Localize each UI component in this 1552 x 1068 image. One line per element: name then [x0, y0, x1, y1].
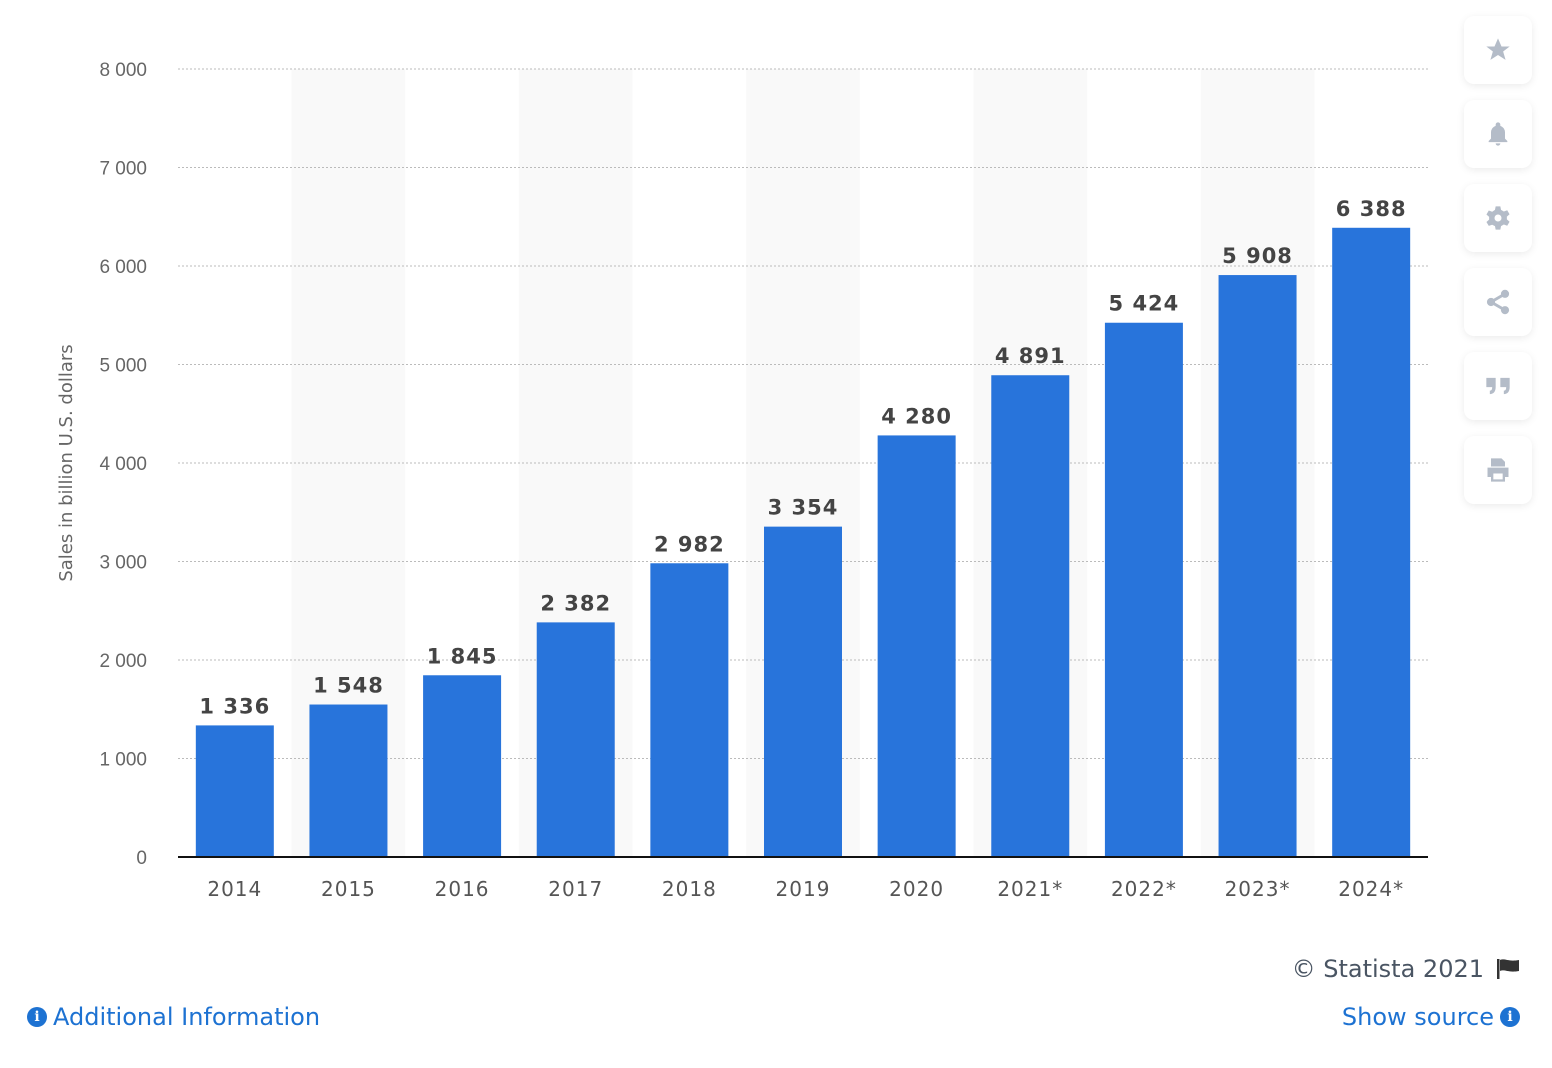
x-tick-label: 2017 — [548, 877, 603, 901]
data-label: 4 280 — [881, 404, 952, 428]
x-tick-label: 2015 — [321, 877, 376, 901]
bar — [650, 563, 729, 857]
y-tick-label: 6 000 — [99, 257, 147, 278]
bar — [1332, 227, 1411, 858]
bar — [309, 704, 388, 857]
bar — [1104, 322, 1183, 858]
bell-icon — [1488, 122, 1508, 146]
y-tick-label: 3 000 — [99, 553, 147, 574]
copyright-text: © Statista 2021 — [1291, 955, 1484, 983]
data-label: 3 354 — [768, 496, 839, 520]
data-label: 1 845 — [427, 644, 498, 668]
y-tick-label: 2 000 — [99, 651, 147, 672]
favorite-button[interactable] — [1464, 16, 1532, 84]
print-button[interactable] — [1464, 436, 1532, 504]
y-tick-label: 0 — [136, 848, 147, 869]
additional-information-link[interactable]: i Additional Information — [27, 1003, 320, 1031]
gear-icon — [1486, 206, 1510, 230]
x-tick-label: 2023* — [1225, 877, 1291, 901]
settings-button[interactable] — [1464, 184, 1532, 252]
bar — [877, 435, 956, 857]
bar — [1218, 275, 1297, 857]
bar — [764, 526, 842, 857]
data-label: 2 982 — [654, 532, 725, 556]
data-label: 5 424 — [1109, 292, 1180, 316]
share-icon — [1486, 289, 1510, 315]
share-button[interactable] — [1464, 268, 1532, 336]
data-label: 2 382 — [540, 591, 611, 615]
print-icon — [1487, 458, 1509, 482]
y-tick-label: 5 000 — [99, 356, 147, 377]
bar — [423, 675, 502, 857]
y-tick-label: 7 000 — [99, 159, 147, 180]
x-tick-label: 2019 — [776, 877, 831, 901]
data-label: 4 891 — [995, 344, 1066, 368]
cite-button[interactable] — [1464, 352, 1532, 420]
y-tick-label: 1 000 — [99, 750, 147, 771]
data-label: 6 388 — [1336, 197, 1407, 221]
y-tick-label: 8 000 — [99, 60, 147, 81]
show-source-link[interactable]: Show source i — [1342, 1003, 1520, 1031]
data-label: 1 548 — [313, 674, 384, 698]
x-tick-label: 2020 — [889, 877, 944, 901]
bar — [195, 725, 274, 857]
data-label: 1 336 — [199, 694, 270, 718]
bar — [991, 375, 1070, 857]
copyright: © Statista 2021 — [1292, 955, 1520, 983]
x-tick-label: 2022* — [1111, 877, 1177, 901]
x-tick-label: 2018 — [662, 877, 717, 901]
y-tick-label: 4 000 — [99, 454, 147, 475]
data-label: 5 908 — [1222, 244, 1293, 268]
notification-button[interactable] — [1464, 100, 1532, 168]
x-tick-label: 2014 — [207, 877, 262, 901]
additional-information-label: Additional Information — [53, 1003, 321, 1031]
x-tick-label: 2021* — [997, 877, 1063, 901]
y-axis-label: Sales in billion U.S. dollars — [56, 344, 77, 581]
show-source-label: Show source — [1341, 1003, 1494, 1031]
info-icon: i — [27, 1007, 47, 1027]
info-icon: i — [1500, 1007, 1520, 1027]
quote-icon — [1486, 377, 1510, 395]
x-tick-label: 2016 — [435, 877, 490, 901]
flag-icon[interactable] — [1496, 958, 1520, 980]
bar — [536, 622, 615, 857]
star-icon — [1486, 38, 1510, 60]
x-tick-label: 2024* — [1338, 877, 1404, 901]
